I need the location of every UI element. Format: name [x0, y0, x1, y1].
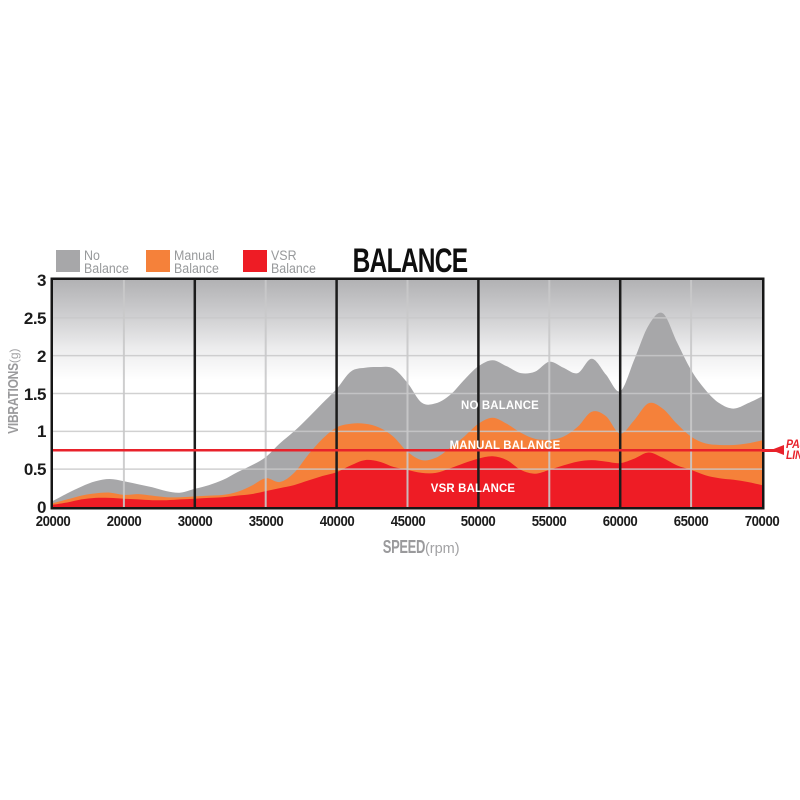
y-tick-1: 1 — [37, 422, 46, 442]
y-tick-1.5: 1.5 — [23, 384, 47, 404]
x-tick-10: 70000 — [744, 513, 780, 530]
x-tick-9: 65000 — [673, 513, 709, 530]
plot-label-manual-balance: MANUAL BALANCE — [449, 437, 561, 452]
x-tick-5: 45000 — [390, 513, 425, 530]
pass-line-arrow-icon — [771, 444, 784, 455]
x-tick-2: 30000 — [177, 513, 213, 530]
x-tick-8: 60000 — [602, 513, 638, 530]
legend-item-no-balance: No Balance — [56, 248, 133, 276]
legend-item-manual-balance: Manual Balance — [146, 248, 223, 276]
legend-label-vsr-balance: VSR Balance — [271, 248, 316, 276]
y-tick-0.5: 0.5 — [23, 460, 47, 480]
legend-swatch-manual-balance — [146, 250, 170, 272]
legend-swatch-no-balance — [56, 250, 80, 272]
legend-swatch-vsr-balance — [243, 250, 267, 272]
plot-area: NO BALANCE MANUAL BALANCE VSR BALANCE — [53, 280, 762, 507]
x-tick-4: 40000 — [319, 513, 354, 530]
x-tick-3: 35000 — [248, 513, 283, 530]
x-tick-6: 50000 — [461, 513, 496, 530]
legend-item-vsr-balance: VSR Balance — [243, 248, 320, 276]
x-axis-name: SPEED — [382, 537, 425, 557]
y-tick-2.5: 2.5 — [23, 308, 47, 328]
x-axis-title: SPEED(rpm) — [366, 537, 460, 558]
x-tick-0: 20000 — [35, 513, 71, 530]
x-tick-1: 20000 — [106, 513, 142, 530]
plot-label-vsr-balance: VSR BALANCE — [430, 481, 515, 496]
x-tick-7: 55000 — [532, 513, 567, 530]
legend-label-no-balance: No Balance — [84, 248, 129, 276]
pass-line-extension — [762, 449, 779, 452]
x-axis-unit: (rpm) — [424, 541, 460, 557]
y-tick-2: 2 — [37, 346, 46, 366]
y-tick-0: 0 — [37, 498, 46, 517]
chart-svg — [53, 280, 762, 507]
legend-label-manual-balance: Manual Balance — [174, 248, 219, 276]
pass-line-label: PASSLINE — [786, 439, 800, 462]
chart-title: BALANCE — [352, 242, 468, 280]
y-tick-3: 3 — [37, 271, 46, 290]
plot-label-no-balance: NO BALANCE — [460, 397, 539, 412]
